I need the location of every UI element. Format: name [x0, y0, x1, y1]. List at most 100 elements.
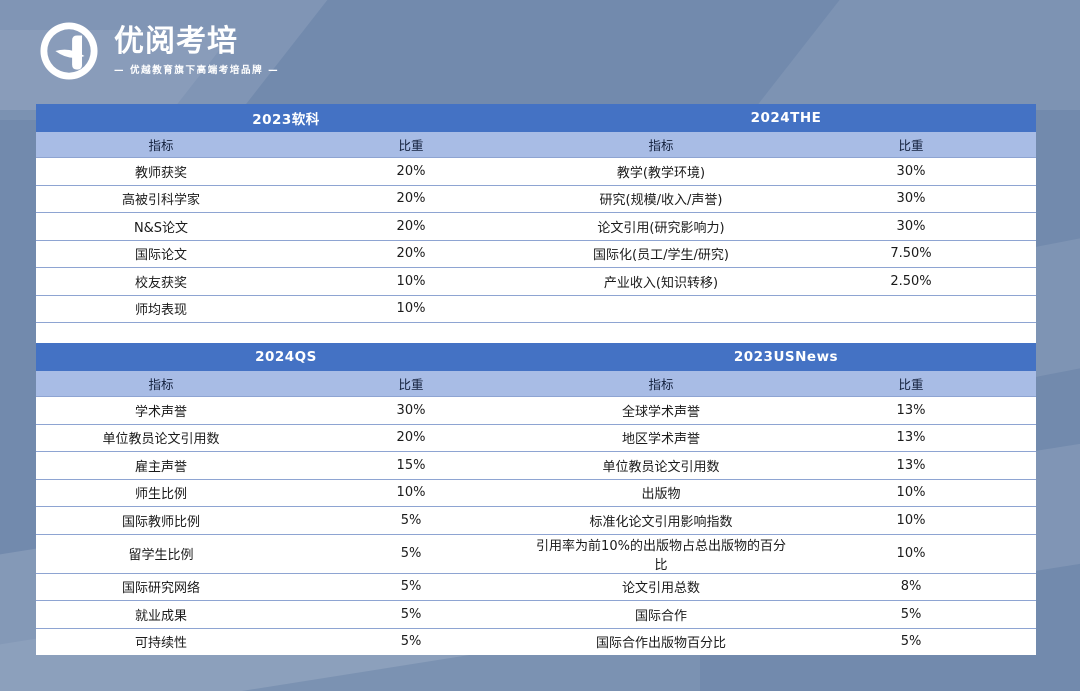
cell-indicator: 国际教师比例: [36, 506, 286, 535]
table-row: 留学生比例 5% 引用率为前10%的出版物占总出版物的百分比 10%: [36, 534, 1036, 574]
header-indicator-right: 指标: [536, 132, 786, 158]
table-row: 单位教员论文引用数 20% 地区学术声誉 13%: [36, 424, 1036, 452]
table-row: 国际论文 20% 国际化(员工/学生/研究) 7.50%: [36, 240, 1036, 268]
cell-indicator: 就业成果: [36, 600, 286, 629]
cell-indicator: 高被引科学家: [36, 185, 286, 213]
cell-weight: 30%: [786, 185, 1036, 213]
cell-indicator: 国际化(员工/学生/研究): [536, 240, 786, 268]
cell-indicator: 全球学术声誉: [536, 396, 786, 425]
cell-indicator: 研究(规模/收入/声誉): [536, 185, 786, 213]
cell-weight: 13%: [786, 396, 1036, 425]
cell-weight: 10%: [286, 267, 536, 296]
cell-indicator: 师均表现: [36, 295, 286, 323]
cell-indicator: 国际合作: [536, 600, 786, 629]
cell-indicator: 国际合作出版物百分比: [536, 628, 786, 655]
cell-indicator: 引用率为前10%的出版物占总出版物的百分比: [536, 534, 786, 574]
cell-weight: 20%: [286, 185, 536, 213]
table-row: 高被引科学家 20% 研究(规模/收入/声誉) 30%: [36, 185, 1036, 213]
cell-indicator: 单位教员论文引用数: [36, 424, 286, 452]
brand-subtitle: — 优越教育旗下高端考培品牌 —: [114, 65, 280, 77]
header-weight-left: 比重: [286, 132, 536, 158]
cell-weight: 20%: [286, 240, 536, 268]
table-title-row: 2024QS 2023USNews: [36, 343, 1036, 371]
header-indicator-left: 指标: [36, 371, 286, 397]
cell-indicator: 国际论文: [36, 240, 286, 268]
brand-text: 优阅考培 — 优越教育旗下高端考培品牌 —: [114, 26, 279, 77]
table-row: 就业成果 5% 国际合作 5%: [36, 600, 1036, 629]
cell-weight: 5%: [286, 600, 536, 629]
table-header-row: 指标 比重 指标 比重: [36, 132, 1036, 158]
decorative-band-top-right: [753, 0, 1080, 110]
cell-indicator: 论文引用总数: [536, 573, 786, 601]
cell-weight: 5%: [286, 573, 536, 601]
cell-weight: 15%: [286, 451, 536, 480]
header-indicator-left: 指标: [36, 132, 286, 158]
cell-weight: 13%: [786, 424, 1036, 452]
table-row: 雇主声誉 15% 单位教员论文引用数 13%: [36, 451, 1036, 480]
cell-weight: 5%: [286, 628, 536, 655]
table-header-row: 指标 比重 指标 比重: [36, 371, 1036, 397]
table-row: 国际教师比例 5% 标准化论文引用影响指数 10%: [36, 506, 1036, 535]
cell-weight: 5%: [786, 628, 1036, 655]
cell-indicator: 地区学术声誉: [536, 424, 786, 452]
brand-title: 优阅考培: [114, 23, 238, 59]
cell-indicator: 国际研究网络: [36, 573, 286, 601]
cell-indicator: [536, 295, 786, 323]
cell-weight: 2.50%: [786, 267, 1036, 296]
cell-weight: 10%: [286, 295, 536, 323]
table-row: 教师获奖 20% 教学(教学环境) 30%: [36, 157, 1036, 186]
cell-weight: 10%: [786, 479, 1036, 507]
ranking-table-1: 2023软科 2024THE 指标 比重 指标 比重 教师获奖 20% 教学(教…: [36, 104, 1036, 349]
cell-weight: 10%: [286, 479, 536, 507]
cell-indicator: 单位教员论文引用数: [536, 451, 786, 480]
cell-weight: [786, 295, 1036, 323]
cell-indicator: 学术声誉: [36, 396, 286, 425]
cell-weight: 30%: [786, 212, 1036, 241]
table-title-2024-qs: 2024QS: [36, 343, 536, 371]
table-title-2023-ruanke: 2023软科: [36, 104, 536, 132]
cell-weight: 20%: [286, 212, 536, 241]
header-indicator-right: 指标: [536, 371, 786, 397]
ranking-table-2: 2024QS 2023USNews 指标 比重 指标 比重 学术声誉 30% 全…: [36, 343, 1036, 655]
cell-weight: 13%: [786, 451, 1036, 480]
table-title-2023-usnews: 2023USNews: [536, 343, 1036, 371]
cell-indicator: 出版物: [536, 479, 786, 507]
cell-indicator: N&S论文: [36, 212, 286, 241]
cell-weight: 10%: [786, 534, 1036, 574]
cell-indicator: 教师获奖: [36, 157, 286, 186]
header-weight-right: 比重: [786, 371, 1036, 397]
cell-weight: 5%: [286, 534, 536, 574]
cell-weight: 20%: [286, 157, 536, 186]
cell-weight: 30%: [286, 396, 536, 425]
table-block-1: 2023软科 2024THE 指标 比重 指标 比重 教师获奖 20% 教学(教…: [36, 104, 1036, 349]
table-row: 师生比例 10% 出版物 10%: [36, 479, 1036, 507]
cell-indicator: 标准化论文引用影响指数: [536, 506, 786, 535]
cell-indicator: 留学生比例: [36, 534, 286, 574]
brand-logo: 优阅考培 — 优越教育旗下高端考培品牌 —: [38, 18, 279, 84]
table-row: 校友获奖 10% 产业收入(知识转移) 2.50%: [36, 267, 1036, 296]
cell-indicator: 论文引用(研究影响力): [536, 212, 786, 241]
table-row: 师均表现 10%: [36, 295, 1036, 323]
table-row: 学术声誉 30% 全球学术声誉 13%: [36, 396, 1036, 425]
cell-weight: 8%: [786, 573, 1036, 601]
cell-weight: 10%: [786, 506, 1036, 535]
cell-weight: 7.50%: [786, 240, 1036, 268]
cell-weight: 30%: [786, 157, 1036, 186]
cell-indicator: 可持续性: [36, 628, 286, 655]
cell-indicator: 雇主声誉: [36, 451, 286, 480]
table-block-2: 2024QS 2023USNews 指标 比重 指标 比重 学术声誉 30% 全…: [36, 343, 1036, 655]
youyue-circle-e-logo-icon: [38, 20, 100, 82]
table-title-2024-the: 2024THE: [536, 104, 1036, 132]
header-weight-right: 比重: [786, 132, 1036, 158]
cell-indicator: 校友获奖: [36, 267, 286, 296]
table-title-row: 2023软科 2024THE: [36, 104, 1036, 132]
header-weight-left: 比重: [286, 371, 536, 397]
cell-weight: 5%: [286, 506, 536, 535]
cell-indicator: 教学(教学环境): [536, 157, 786, 186]
table-row: 可持续性 5% 国际合作出版物百分比 5%: [36, 628, 1036, 655]
cell-indicator: 产业收入(知识转移): [536, 267, 786, 296]
cell-weight: 5%: [786, 600, 1036, 629]
cell-weight: 20%: [286, 424, 536, 452]
table-row: N&S论文 20% 论文引用(研究影响力) 30%: [36, 212, 1036, 241]
